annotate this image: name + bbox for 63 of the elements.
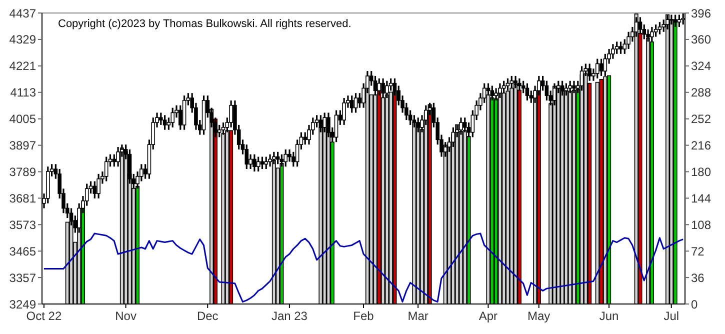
y2-tick-label: 108: [691, 218, 712, 232]
y2-tick-label: 396: [691, 6, 712, 20]
y-tick-label: 3465: [9, 244, 36, 258]
x-tick-label: Oct 22: [26, 309, 62, 323]
candlestick: [358, 92, 362, 109]
y2-tick-label: 360: [691, 32, 712, 47]
candlestick: [96, 173, 100, 200]
y2-tick-label: 144: [691, 191, 712, 206]
y-tick-label: 4113: [10, 86, 36, 100]
x-tick-label: May: [528, 309, 550, 323]
candlestick: [244, 144, 249, 170]
y-tick-label: 3897: [9, 138, 36, 153]
candlestick: [350, 94, 354, 114]
y2-tick-label: 324: [691, 59, 712, 74]
y-tick-label: 4221: [9, 59, 36, 74]
candlestick: [618, 40, 623, 55]
candlestick: [229, 100, 233, 128]
y-tick-label: 3573: [9, 218, 36, 232]
y-tick-label: 4005: [9, 112, 36, 126]
x-tick-label: Mar: [408, 309, 428, 323]
y2-tick-label: 180: [691, 164, 712, 179]
candlestick: [626, 31, 630, 50]
candlestick: [288, 148, 292, 162]
candlestick: [658, 21, 662, 36]
x-tick-label: Apr: [478, 309, 498, 323]
y-tick-label: 4437: [9, 6, 36, 20]
candlestick: [92, 180, 97, 200]
annotation: Copyright (c)2023 by Thomas Bulkowski. All rights reserved.: [58, 18, 352, 31]
y-tick-label: 3789: [9, 164, 36, 179]
x-tick-label: Feb: [353, 309, 374, 323]
x-tick-label: Jan 23: [271, 309, 308, 323]
candlestick: [611, 43, 615, 60]
y2-tick-label: 288: [691, 86, 712, 100]
y-tick-label: 4329: [9, 32, 36, 47]
y-tick-label: 3249: [9, 297, 36, 312]
candlestick: [112, 154, 116, 168]
candlestick: [654, 24, 658, 38]
y-tick-label: 3357: [9, 270, 36, 285]
candlestick: [303, 131, 307, 146]
candlestick: [525, 82, 530, 102]
x-tick-label: Nov: [115, 309, 136, 323]
candlestick: [162, 114, 167, 131]
candlestick: [104, 156, 108, 182]
candlestick: [252, 154, 256, 172]
candlestick: [159, 112, 163, 126]
candlestick: [599, 58, 604, 77]
candlestick: [256, 156, 260, 172]
candlestick: [354, 92, 358, 114]
x-tick-label: Jun: [599, 309, 619, 323]
y-tick-label: 3681: [9, 191, 36, 206]
candlestick: [614, 40, 619, 55]
y2-tick-label: 36: [691, 270, 705, 285]
candlestick: [342, 97, 346, 126]
candlestick: [264, 156, 268, 170]
candlestick: [544, 80, 549, 102]
y2-tick-label: 252: [691, 112, 712, 126]
x-tick-label: Jul: [664, 309, 680, 323]
candlestick: [170, 106, 174, 128]
y2-tick-label: 0: [691, 297, 698, 312]
y2-tick-label: 72: [691, 244, 705, 258]
x-tick-label: Dec: [196, 309, 218, 323]
candlestick: [595, 58, 600, 80]
y2-tick-label: 216: [691, 138, 712, 153]
